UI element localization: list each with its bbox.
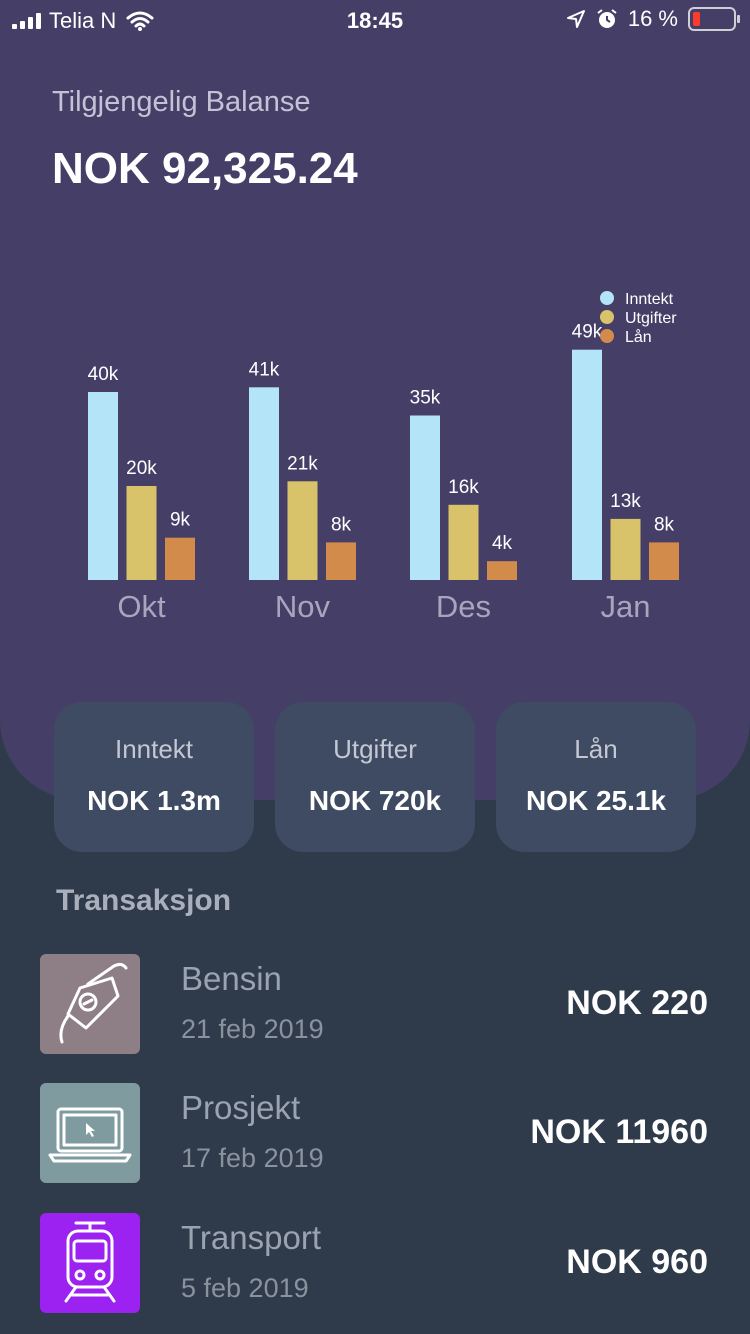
bar-value-label: 4k bbox=[492, 533, 513, 554]
expenses-card-value: NOK 720k bbox=[308, 785, 442, 816]
transaction-date: 5 feb 2019 bbox=[181, 1273, 309, 1303]
tx-icon-container bbox=[40, 1083, 140, 1183]
loan-card-value: NOK 25.1k bbox=[525, 785, 667, 816]
fuel-nozzle-icon bbox=[59, 962, 128, 1044]
x-tick-label: Nov bbox=[275, 589, 331, 624]
legend-swatch bbox=[600, 329, 614, 343]
bar-value-label: 49k bbox=[572, 322, 603, 343]
status-time: 18:45 bbox=[346, 8, 404, 33]
bar-lån-des bbox=[487, 561, 517, 580]
transaction-row-prosjekt[interactable]: Prosjekt 17 feb 2019 NOK 11960 bbox=[40, 1083, 710, 1183]
bar-value-label: 41k bbox=[249, 359, 280, 380]
status-right: 16 % bbox=[566, 6, 740, 32]
tram-icon bbox=[64, 1221, 116, 1303]
bar-value-label: 8k bbox=[331, 514, 352, 535]
signal-icon bbox=[12, 13, 41, 29]
tx-icon-container bbox=[40, 1213, 140, 1313]
balance-value: NOK 92,325.24 bbox=[52, 144, 358, 193]
bar-utgifter-des bbox=[448, 504, 479, 580]
bar-lån-jan bbox=[649, 542, 679, 580]
legend-label: Utgifter bbox=[625, 310, 677, 327]
income-card-label: Inntekt bbox=[114, 734, 194, 764]
transaction-date: 21 feb 2019 bbox=[181, 1014, 324, 1044]
bar-utgifter-nov bbox=[287, 481, 318, 580]
bar-value-label: 20k bbox=[126, 458, 157, 479]
transactions-title: Transaksjon bbox=[56, 884, 232, 917]
transaction-amount: NOK 960 bbox=[566, 1243, 708, 1281]
loan-card-label: Lån bbox=[574, 734, 618, 764]
tx-icon-container bbox=[40, 954, 140, 1054]
bar-utgifter-jan bbox=[610, 518, 641, 580]
bar-value-label: 40k bbox=[88, 364, 119, 385]
legend-label: Inntekt bbox=[625, 291, 674, 308]
location-arrow-icon bbox=[566, 10, 585, 28]
balance-header bbox=[0, 0, 750, 800]
expenses-card-label: Utgifter bbox=[333, 734, 417, 764]
transaction-name: Bensin bbox=[181, 960, 282, 997]
status-left: Telia N bbox=[12, 8, 154, 34]
expenses-card[interactable]: Utgifter NOK 720k bbox=[275, 702, 475, 852]
legend-swatch bbox=[600, 291, 614, 305]
bar-inntekt-des bbox=[410, 415, 440, 580]
transaction-amount: NOK 220 bbox=[566, 984, 708, 1022]
income-card[interactable]: Inntekt NOK 1.3m bbox=[54, 702, 254, 852]
bar-value-label: 35k bbox=[410, 388, 441, 409]
battery-level bbox=[693, 12, 700, 26]
bar-lån-nov bbox=[326, 542, 356, 580]
transaction-name: Transport bbox=[181, 1219, 321, 1256]
monthly-bar-chart: 40k 20k 9k Okt 41k 21k 8k Nov 35k 16k 4k Des 49k 13k 8… bbox=[88, 291, 679, 624]
bar-utgifter-okt bbox=[126, 486, 157, 580]
x-tick-label: Jan bbox=[601, 589, 651, 624]
bar-value-label: 16k bbox=[448, 477, 479, 498]
battery-percentage: 16 % bbox=[627, 6, 678, 31]
transaction-date: 17 feb 2019 bbox=[181, 1143, 324, 1173]
battery-icon bbox=[688, 7, 740, 31]
bar-inntekt-okt bbox=[88, 392, 118, 580]
laptop-icon bbox=[48, 1107, 132, 1163]
bar-value-label: 8k bbox=[654, 514, 675, 535]
carrier-name: Telia N bbox=[49, 8, 117, 33]
income-card-value: NOK 1.3m bbox=[87, 785, 221, 816]
transaction-row-transport[interactable]: Transport 5 feb 2019 NOK 960 bbox=[40, 1213, 710, 1313]
summary-cards: Inntekt NOK 1.3m Utgifter NOK 720k Lån N… bbox=[54, 702, 696, 852]
transaction-row-bensin[interactable]: Bensin 21 feb 2019 NOK 220 bbox=[40, 954, 710, 1054]
x-tick-label: Okt bbox=[117, 589, 166, 624]
transaction-name: Prosjekt bbox=[181, 1089, 301, 1126]
transaction-amount: NOK 11960 bbox=[530, 1113, 708, 1151]
legend-swatch bbox=[600, 310, 614, 324]
legend-label: Lån bbox=[625, 328, 652, 346]
bar-value-label: 21k bbox=[287, 453, 318, 474]
bar-inntekt-nov bbox=[249, 387, 279, 580]
bar-value-label: 9k bbox=[170, 510, 191, 531]
bar-lån-okt bbox=[165, 537, 195, 580]
wifi-icon bbox=[126, 11, 154, 31]
balance-label: Tilgjengelig Balanse bbox=[52, 86, 311, 118]
bar-value-label: 13k bbox=[610, 491, 641, 512]
bar-inntekt-jan bbox=[572, 349, 602, 580]
x-tick-label: Des bbox=[436, 589, 491, 624]
status-bar: Telia N 18:45 16 % bbox=[0, 0, 750, 40]
loan-card[interactable]: Lån NOK 25.1k bbox=[496, 702, 696, 852]
alarm-icon bbox=[597, 9, 617, 28]
